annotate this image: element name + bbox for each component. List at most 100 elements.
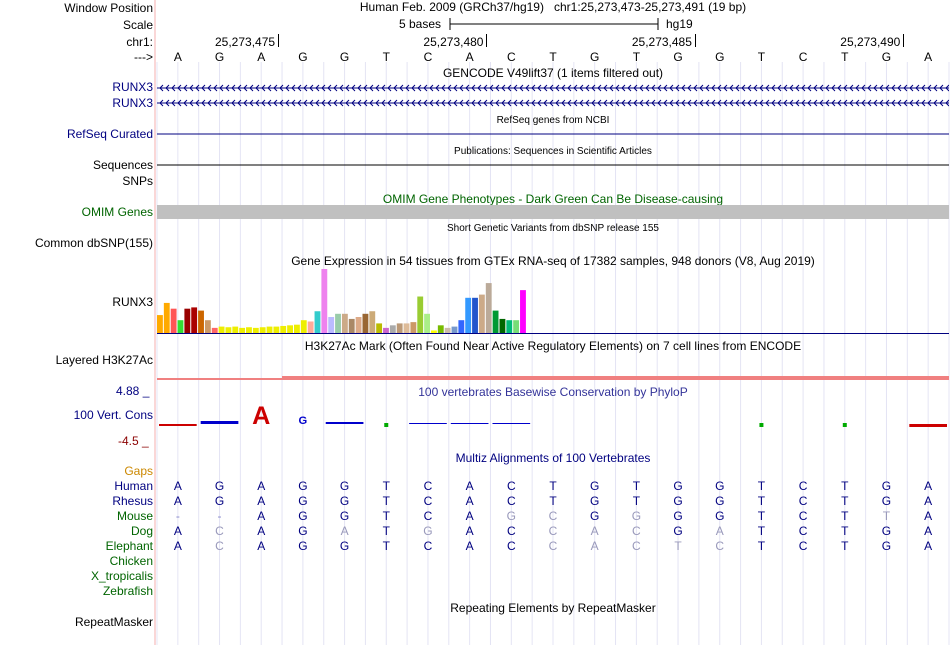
strand-arrow bbox=[237, 84, 242, 92]
gaps-label[interactable]: Gaps bbox=[124, 464, 153, 478]
base-letter: T bbox=[382, 50, 390, 64]
base-letter: G bbox=[881, 50, 892, 64]
strand-arrow bbox=[261, 99, 266, 107]
phylop-bar bbox=[325, 422, 364, 424]
gencode-item-2[interactable]: RUNX3 bbox=[112, 96, 153, 110]
strand-arrow bbox=[783, 99, 788, 107]
strand-arrow bbox=[531, 84, 536, 92]
phylop-logo[interactable]: AGACGG bbox=[157, 398, 949, 438]
refseq-line[interactable] bbox=[157, 127, 949, 141]
strand-arrow bbox=[417, 84, 422, 92]
gtex-bar bbox=[314, 311, 321, 333]
alignment-base: G bbox=[715, 479, 725, 493]
strand-arrow bbox=[369, 99, 374, 107]
base-letter: G bbox=[715, 50, 725, 64]
strand-arrow bbox=[561, 99, 566, 107]
alignment-base: G bbox=[214, 479, 225, 493]
strand-arrow bbox=[441, 99, 446, 107]
h3k27ac-signal[interactable] bbox=[157, 368, 949, 382]
phylop-label[interactable]: 100 Vert. Cons bbox=[73, 408, 153, 422]
strand-arrow bbox=[687, 84, 692, 92]
omim-bar[interactable] bbox=[157, 205, 949, 219]
strand-arrow bbox=[327, 99, 332, 107]
alignment-base: - bbox=[175, 509, 180, 523]
strand-arrow bbox=[645, 99, 650, 107]
gtex-bar bbox=[232, 326, 239, 333]
species-label[interactable]: Rhesus bbox=[112, 494, 153, 508]
refseq-label[interactable]: RefSeq Curated bbox=[66, 127, 153, 141]
species-label[interactable]: Dog bbox=[130, 524, 153, 538]
alignment-base: G bbox=[339, 539, 350, 553]
strand-arrow bbox=[705, 84, 710, 92]
gtex-label[interactable]: RUNX3 bbox=[112, 295, 153, 309]
species-label[interactable]: Chicken bbox=[109, 554, 153, 568]
species-label[interactable]: Human bbox=[114, 479, 153, 493]
strand-arrow bbox=[183, 84, 188, 92]
species-label[interactable]: Zebrafish bbox=[102, 584, 153, 598]
h3k27ac-label[interactable]: Layered H3K27Ac bbox=[55, 353, 153, 367]
strand-arrow bbox=[393, 99, 398, 107]
gtex-bar bbox=[184, 308, 191, 333]
sequences-line[interactable] bbox=[157, 158, 949, 172]
strand-arrow bbox=[687, 99, 692, 107]
strand-arrow bbox=[867, 84, 872, 92]
species-label[interactable]: X_tropicalis bbox=[90, 569, 153, 583]
strand-arrow bbox=[627, 84, 632, 92]
dbsnp-label[interactable]: Common dbSNP(155) bbox=[34, 236, 153, 250]
gtex-chart[interactable] bbox=[157, 266, 557, 334]
strand-arrow bbox=[591, 99, 596, 107]
strand-arrow bbox=[183, 99, 188, 107]
gtex-bar bbox=[280, 325, 287, 333]
gtex-title: Gene Expression in 54 tissues from GTEx … bbox=[291, 254, 815, 268]
gtex-bar bbox=[266, 326, 273, 333]
strand-arrow bbox=[315, 99, 320, 107]
strand-arrow bbox=[357, 99, 362, 107]
gtex-bar bbox=[191, 307, 198, 333]
sequences-label[interactable]: Sequences bbox=[92, 158, 153, 172]
strand-arrow bbox=[471, 99, 476, 107]
strand-arrow bbox=[471, 84, 476, 92]
strand-arrow bbox=[387, 84, 392, 92]
alignment-base: A bbox=[924, 494, 933, 508]
alignment-base: C bbox=[798, 494, 808, 508]
base-letter: T bbox=[757, 50, 766, 64]
alignment-base: G bbox=[673, 494, 683, 508]
alignment-base: T bbox=[841, 539, 849, 553]
phylop-letter: G bbox=[299, 415, 308, 427]
species-label[interactable]: Elephant bbox=[105, 539, 153, 553]
gtex-bar bbox=[287, 325, 293, 333]
alignment-base: G bbox=[881, 524, 892, 538]
strand-arrow bbox=[399, 84, 404, 92]
gtex-bar bbox=[369, 311, 376, 333]
gtex-bar bbox=[246, 327, 252, 333]
phylop-mark bbox=[759, 423, 764, 427]
strand-arrow bbox=[597, 84, 602, 92]
strand-arrow bbox=[639, 99, 644, 107]
repeatmasker-label[interactable]: RepeatMasker bbox=[74, 615, 153, 629]
omim-label[interactable]: OMIM Genes bbox=[81, 205, 153, 219]
phylop-bar bbox=[492, 423, 531, 424]
snps-label[interactable]: SNPs bbox=[122, 174, 153, 188]
gtex-bar bbox=[321, 269, 328, 333]
strand-arrow bbox=[219, 84, 224, 92]
base-letter: C bbox=[798, 50, 808, 64]
alignment-base: A bbox=[590, 539, 599, 553]
strand-arrow bbox=[519, 84, 524, 92]
alignment-base: A bbox=[257, 494, 266, 508]
strand-arrow bbox=[753, 84, 758, 92]
gencode-transcripts[interactable] bbox=[157, 80, 949, 110]
strand-arrow bbox=[429, 84, 434, 92]
alignment-base: A bbox=[590, 524, 599, 538]
gtex-bar bbox=[163, 302, 170, 333]
strand-arrow bbox=[801, 84, 806, 92]
strand-arrow bbox=[855, 99, 860, 107]
gencode-item-1[interactable]: RUNX3 bbox=[112, 80, 153, 94]
strand-arrow bbox=[699, 99, 704, 107]
alignment-base: A bbox=[340, 524, 349, 538]
alignment-base: A bbox=[924, 509, 933, 523]
strand-arrow bbox=[501, 99, 506, 107]
species-label[interactable]: Mouse bbox=[116, 509, 153, 523]
alignment-base: A bbox=[257, 539, 266, 553]
strand-arrow bbox=[411, 99, 416, 107]
alignment-base: A bbox=[465, 539, 474, 553]
